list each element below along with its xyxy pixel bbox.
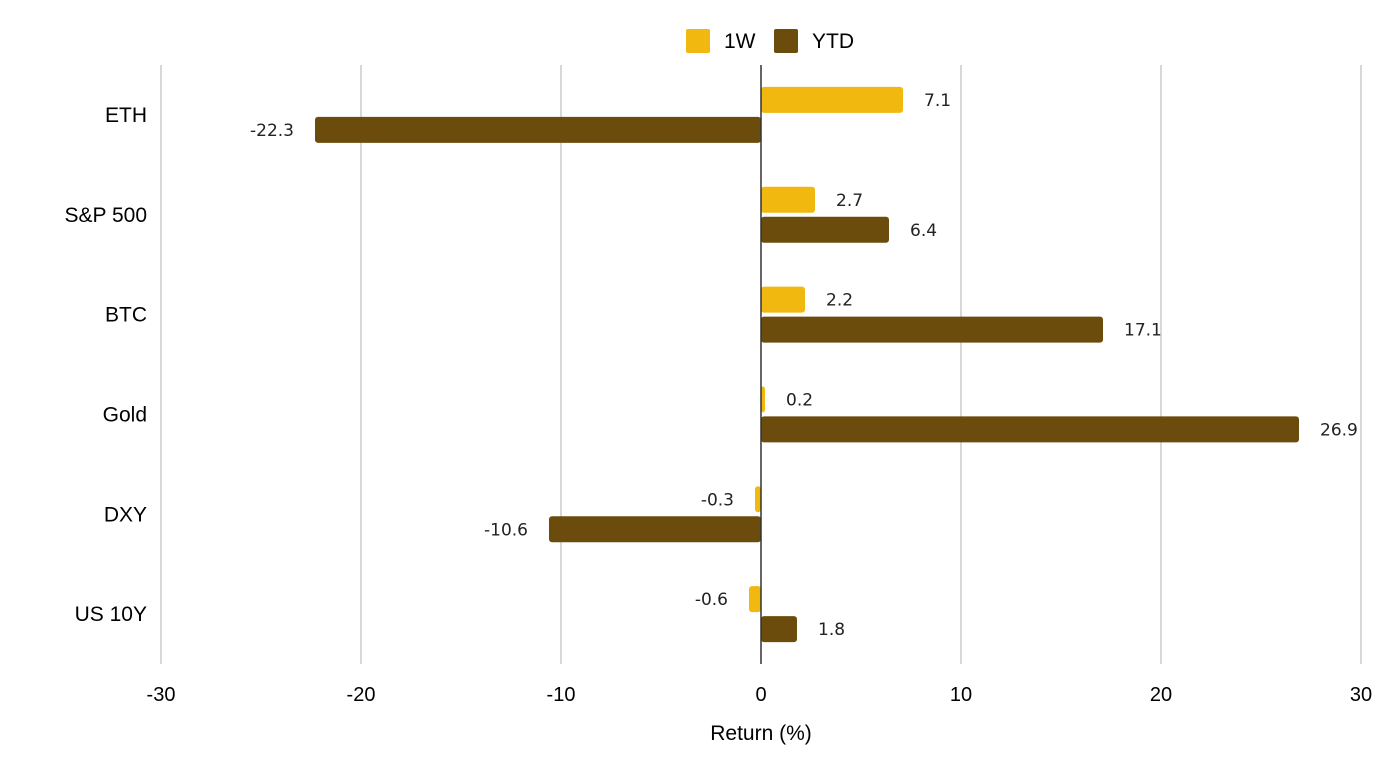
data-label: 17.1 bbox=[1124, 321, 1162, 341]
data-label: 26.9 bbox=[1320, 420, 1358, 440]
x-tick-label: 10 bbox=[950, 684, 972, 706]
bar-ytd bbox=[549, 516, 761, 543]
x-tick-label: 30 bbox=[1350, 684, 1372, 706]
data-label: -0.6 bbox=[695, 590, 728, 610]
x-tick-label: -20 bbox=[347, 684, 376, 706]
data-label: 0.2 bbox=[786, 390, 813, 410]
category-label: ETH bbox=[105, 104, 147, 127]
bar-1w bbox=[755, 486, 761, 513]
category-labels: ETH S&P 500 BTC Gold DXY US 10Y bbox=[64, 104, 147, 626]
data-label: 2.2 bbox=[826, 291, 853, 311]
data-label: 1.8 bbox=[818, 620, 845, 640]
bar-ytd bbox=[761, 416, 1299, 443]
category-label: Gold bbox=[103, 403, 147, 426]
data-label: 6.4 bbox=[910, 221, 937, 241]
bar-1w bbox=[761, 186, 815, 213]
data-labels: 7.1 -22.3 2.7 6.4 2.2 17.1 0.2 26.9 -0.3 -10.6 -0.… bbox=[250, 91, 1358, 640]
category-label: US 10Y bbox=[75, 603, 147, 626]
legend-label: YTD bbox=[812, 30, 854, 53]
legend: 1W YTD bbox=[686, 29, 854, 53]
bar-1w bbox=[761, 286, 805, 313]
bar-1w bbox=[761, 86, 903, 113]
data-label: 2.7 bbox=[836, 191, 863, 211]
bar-1w bbox=[761, 386, 765, 413]
data-label: -0.3 bbox=[701, 490, 734, 510]
legend-swatch bbox=[774, 29, 798, 53]
x-tick-label: -30 bbox=[147, 684, 176, 706]
category-label: BTC bbox=[105, 304, 147, 327]
legend-swatch bbox=[686, 29, 710, 53]
x-tick-label: 0 bbox=[755, 684, 766, 706]
x-tick-label: -10 bbox=[547, 684, 576, 706]
x-tick-label: 20 bbox=[1150, 684, 1172, 706]
bar-ytd bbox=[761, 216, 889, 243]
bar-ytd bbox=[761, 616, 797, 643]
data-label: -10.6 bbox=[484, 520, 528, 540]
data-label: -22.3 bbox=[250, 121, 294, 141]
x-tick-labels: -30 -20 -10 0 10 20 30 bbox=[147, 684, 1373, 706]
bars bbox=[315, 86, 1299, 643]
data-label: 7.1 bbox=[924, 91, 951, 111]
category-label: S&P 500 bbox=[64, 204, 147, 227]
bar-ytd bbox=[761, 316, 1103, 343]
grid-lines bbox=[160, 65, 1362, 664]
bar-1w bbox=[749, 586, 761, 613]
bar-ytd bbox=[315, 116, 761, 143]
legend-label: 1W bbox=[724, 30, 756, 53]
category-label: DXY bbox=[104, 503, 147, 526]
x-axis-title: Return (%) bbox=[710, 722, 812, 745]
